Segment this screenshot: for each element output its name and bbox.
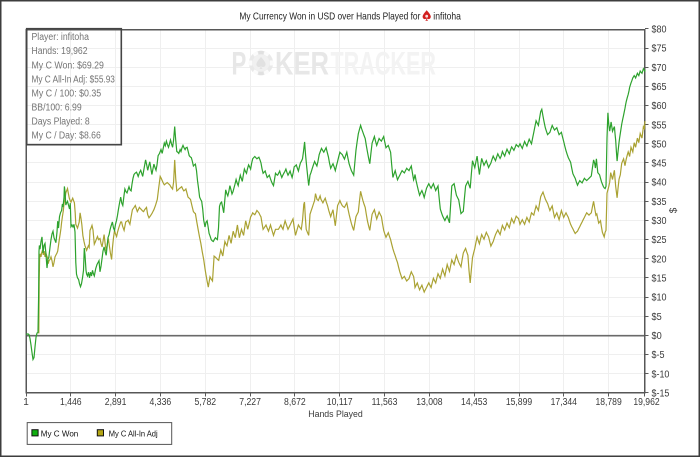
svg-text:$-10: $-10 [652, 369, 670, 380]
svg-text:$-5: $-5 [652, 350, 665, 361]
svg-text:infitoha: infitoha [433, 12, 461, 23]
svg-text:$: $ [668, 207, 679, 213]
svg-text:1: 1 [23, 397, 29, 408]
svg-text:7,227: 7,227 [239, 397, 261, 408]
svg-text:$45: $45 [652, 159, 667, 170]
svg-text:$75: $75 [652, 44, 667, 55]
svg-text:10,117: 10,117 [327, 397, 353, 408]
svg-text:BB/100: 6.99: BB/100: 6.99 [32, 102, 83, 113]
svg-text:$15: $15 [652, 274, 667, 285]
svg-text:My C All-In Adj: My C All-In Adj [109, 429, 158, 439]
svg-text:8,672: 8,672 [284, 397, 306, 408]
svg-text:Days Played: 8: Days Played: 8 [32, 116, 91, 127]
svg-text:$-15: $-15 [652, 389, 670, 400]
svg-text:$55: $55 [652, 120, 667, 131]
svg-text:2,891: 2,891 [105, 397, 127, 408]
svg-text:$70: $70 [652, 63, 667, 74]
svg-text:$25: $25 [652, 235, 667, 246]
svg-text:1,446: 1,446 [60, 397, 82, 408]
svg-text:$20: $20 [652, 254, 667, 265]
svg-text:My Currency Won in USD over Ha: My Currency Won in USD over Hands Played… [239, 12, 420, 23]
svg-text:$10: $10 [652, 293, 667, 304]
svg-text:$5: $5 [652, 312, 663, 323]
svg-text:15,899: 15,899 [506, 397, 533, 408]
svg-text:11,563: 11,563 [372, 397, 398, 408]
svg-text:$80: $80 [652, 25, 667, 36]
svg-text:5,782: 5,782 [194, 397, 216, 408]
svg-text:TRACKER: TRACKER [331, 46, 437, 82]
svg-text:$50: $50 [652, 139, 667, 150]
svg-text:KER: KER [275, 46, 329, 82]
svg-text:Hands: 19,962: Hands: 19,962 [32, 46, 88, 57]
svg-text:17,344: 17,344 [551, 397, 578, 408]
svg-text:My C Won: $69.29: My C Won: $69.29 [32, 60, 105, 71]
svg-text:$30: $30 [652, 216, 667, 227]
svg-text:My C / 100: $0.35: My C / 100: $0.35 [32, 88, 102, 99]
svg-text:Player: infitoha: Player: infitoha [32, 32, 90, 43]
svg-text:Hands Played: Hands Played [308, 409, 363, 420]
svg-text:4,336: 4,336 [150, 397, 172, 408]
svg-text:My C All-In Adj: $55.93: My C All-In Adj: $55.93 [32, 74, 116, 85]
svg-text:$60: $60 [652, 101, 667, 112]
svg-text:$0: $0 [652, 331, 663, 342]
svg-text:19,962: 19,962 [633, 397, 660, 408]
svg-text:$35: $35 [652, 197, 667, 208]
svg-text:My C / Day: $8.66: My C / Day: $8.66 [32, 130, 102, 141]
svg-text:My C Won: My C Won [41, 429, 79, 439]
svg-text:18,789: 18,789 [595, 397, 622, 408]
svg-text:14,453: 14,453 [461, 397, 488, 408]
svg-text:P: P [232, 46, 247, 82]
svg-text:13,008: 13,008 [416, 397, 443, 408]
svg-text:$40: $40 [652, 178, 667, 189]
svg-text:$65: $65 [652, 82, 667, 93]
